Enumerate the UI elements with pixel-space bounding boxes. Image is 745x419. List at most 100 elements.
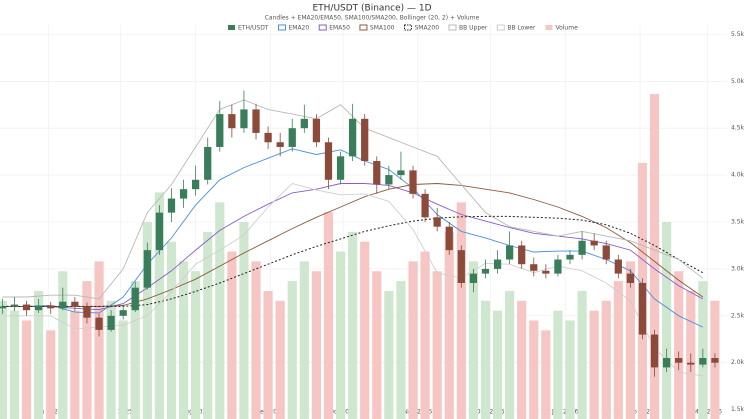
candle-body: [143, 250, 151, 288]
y-tick-label: 5.0k: [731, 78, 745, 85]
y-tick-label: 3.5k: [731, 219, 745, 226]
volume-bar: [46, 330, 56, 419]
volume-bar: [287, 281, 297, 419]
candle-body: [361, 118, 369, 162]
volume-bar: [372, 271, 382, 419]
candle-body: [530, 264, 538, 271]
grid: 1.5k2.0k2.5k3.0k3.5k4.0k4.5k5.0k5.5kJun …: [0, 25, 745, 419]
candle-body: [675, 358, 683, 363]
legend-label: SMA200: [414, 25, 439, 32]
volume-bar: [553, 310, 563, 419]
volume-bar: [154, 192, 164, 419]
volume-bar: [444, 231, 454, 419]
volume-bar: [468, 261, 478, 419]
volume-bar: [577, 290, 587, 419]
indicator-line: [2, 183, 704, 311]
candle-body: [566, 254, 574, 260]
legend: ETH/USDT EMA20 EMA50 SMA100 SMA200 BB Upper BB…: [228, 24, 578, 32]
candle-body: [83, 306, 91, 318]
volume-bar: [130, 281, 140, 419]
candle-body: [179, 189, 188, 199]
candle-body: [481, 268, 490, 274]
volume-bar: [649, 93, 660, 419]
candle-body: [373, 161, 381, 185]
candle-body: [385, 175, 393, 185]
y-tick-label: 4.0k: [731, 172, 745, 179]
legend-swatch: [228, 25, 235, 30]
y-tick-label: 4.5k: [731, 125, 745, 132]
volume-bar: [348, 231, 358, 419]
volume-bar: [299, 261, 309, 419]
candle-body: [614, 259, 622, 274]
indicator-line: [2, 183, 704, 307]
candle-body: [445, 226, 453, 251]
candle-body: [0, 306, 7, 309]
volume-bar: [275, 300, 285, 419]
candle-body: [638, 282, 647, 335]
x-tick-label: Dec 2025: [476, 409, 505, 416]
volume-bar: [166, 241, 177, 419]
volume-bar: [565, 320, 575, 419]
legend-label: ETH/USDT: [238, 25, 269, 32]
volume-bar: [625, 261, 635, 419]
indicator-layer: [2, 99, 704, 377]
candle-body: [662, 358, 671, 368]
candle-body: [167, 198, 176, 213]
volume-layer: [0, 93, 720, 419]
volume-bar: [613, 281, 623, 419]
volume-bar: [227, 251, 237, 419]
legend-label: BB Lower: [507, 25, 536, 32]
chart-subtitle: Candles + EMA20/EMA50, SMA100/SMA200, Bo…: [265, 15, 480, 22]
candle-body: [578, 240, 586, 255]
chart-title: ETH/USDT (Binance) — 1D: [312, 4, 431, 14]
candle-body: [469, 273, 478, 283]
y-tick-label: 5.5k: [731, 31, 745, 38]
volume-bar: [142, 222, 152, 419]
candle-body: [421, 193, 429, 218]
candle-body: [300, 118, 308, 129]
volume-bar: [58, 271, 68, 419]
candle-body: [542, 270, 550, 274]
legend-label: BB Upper: [459, 25, 488, 32]
legend-swatch: [448, 24, 457, 31]
candle-body: [397, 170, 405, 176]
candle-body: [59, 301, 67, 309]
volume-bar: [0, 300, 8, 419]
candle-body: [240, 109, 248, 129]
candle-body: [155, 212, 164, 251]
indicator-line: [2, 182, 703, 377]
volume-bar: [21, 320, 32, 419]
candle-body: [602, 245, 610, 260]
volume-bar: [360, 241, 370, 419]
volume-bar: [420, 251, 430, 419]
volume-bar: [82, 281, 92, 419]
volume-bar: [106, 300, 116, 419]
volume-bar: [251, 261, 261, 419]
candle-body: [131, 287, 139, 311]
candle-body: [506, 245, 514, 260]
volume-bar: [118, 320, 128, 419]
legend-swatch: [496, 24, 505, 31]
candle-body: [518, 245, 526, 265]
volume-bar: [323, 212, 334, 419]
volume-bar: [384, 290, 394, 419]
candle-body: [107, 315, 115, 330]
volume-bar: [203, 231, 213, 419]
candle-body: [590, 240, 598, 246]
candle-body: [252, 109, 260, 133]
candle-body: [650, 334, 659, 368]
volume-bar: [178, 261, 189, 419]
x-tick-label: Jan 2026: [551, 409, 579, 416]
legend-swatch: [359, 24, 368, 31]
candle-body: [433, 217, 441, 227]
candle-body: [276, 142, 284, 147]
indicator-line: [2, 215, 704, 307]
volume-bar: [432, 271, 442, 419]
volume-bar: [94, 261, 104, 419]
candle-body: [119, 310, 127, 316]
legend-label: EMA20: [288, 25, 309, 32]
candle-body: [687, 362, 695, 365]
candle-layer: [0, 90, 719, 377]
